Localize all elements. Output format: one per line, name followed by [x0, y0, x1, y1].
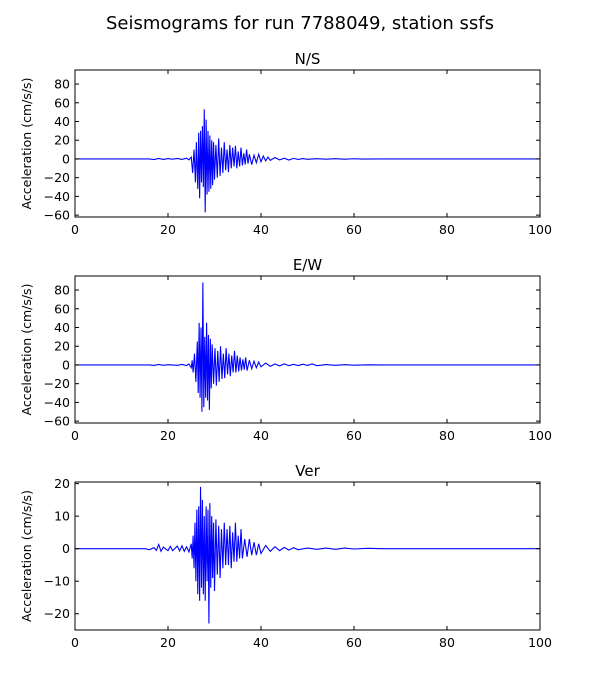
- y-tick-label: 20: [54, 133, 70, 148]
- plot-frame: [74, 69, 541, 218]
- panel-1: E/W Acceleration (cm/s/s) 0 20 40 60 80 100 −60 −…: [19, 256, 552, 443]
- x-tick-label: 80: [439, 222, 455, 237]
- y-tick-label: 60: [54, 301, 70, 316]
- figure-title: Seismograms for run 7788049, station ssf…: [106, 13, 494, 34]
- y-tick-label: −20: [44, 376, 70, 391]
- y-tick-label: 10: [54, 509, 70, 524]
- y-tick-label: 80: [54, 77, 70, 92]
- x-tick-label: 40: [253, 635, 269, 650]
- x-tick-label: 80: [439, 635, 455, 650]
- x-tick-label: 60: [346, 428, 362, 443]
- y-tick-label: −40: [44, 189, 70, 204]
- x-tick-label: 0: [71, 222, 79, 237]
- y-tick-label: −60: [44, 208, 70, 223]
- x-tick-label: 20: [160, 222, 176, 237]
- y-tick-label: −20: [44, 170, 70, 185]
- x-tick-label: 80: [439, 428, 455, 443]
- x-tick-label: 100: [528, 222, 552, 237]
- x-tick-label: 100: [528, 428, 552, 443]
- y-axis-label: Acceleration (cm/s/s): [19, 490, 34, 622]
- y-axis-label: Acceleration (cm/s/s): [19, 284, 34, 416]
- panel-title: N/S: [295, 50, 321, 68]
- y-tick-label: −60: [44, 414, 70, 429]
- y-tick-label: 20: [54, 476, 70, 491]
- series-line: [75, 282, 540, 412]
- y-tick-label: 0: [62, 541, 70, 556]
- y-tick-label: −10: [44, 574, 70, 589]
- y-tick-label: −20: [44, 606, 70, 621]
- series-line: [75, 486, 540, 624]
- y-tick-label: 0: [62, 357, 70, 372]
- series-line: [75, 109, 540, 213]
- x-tick-label: 100: [528, 635, 552, 650]
- x-tick-label: 20: [160, 428, 176, 443]
- panel-0: N/S Acceleration (cm/s/s) 0 20 40 60 80 100 −60 −…: [19, 50, 552, 237]
- y-tick-label: 40: [54, 114, 70, 129]
- x-tick-label: 60: [346, 635, 362, 650]
- x-tick-label: 20: [160, 635, 176, 650]
- x-tick-label: 40: [253, 222, 269, 237]
- y-tick-label: 0: [62, 151, 70, 166]
- y-axis-label: Acceleration (cm/s/s): [19, 78, 34, 210]
- panel-title: Ver: [295, 462, 320, 480]
- x-tick-label: 0: [71, 635, 79, 650]
- y-tick-label: 80: [54, 283, 70, 298]
- y-tick-label: −40: [44, 395, 70, 410]
- x-tick-label: 40: [253, 428, 269, 443]
- panel-title: E/W: [293, 256, 323, 274]
- y-tick-label: 60: [54, 95, 70, 110]
- y-tick-label: 40: [54, 320, 70, 335]
- x-tick-label: 60: [346, 222, 362, 237]
- y-tick-label: 20: [54, 339, 70, 354]
- x-tick-label: 0: [71, 428, 79, 443]
- plot-frame: [74, 481, 541, 631]
- plot-frame: [74, 275, 541, 424]
